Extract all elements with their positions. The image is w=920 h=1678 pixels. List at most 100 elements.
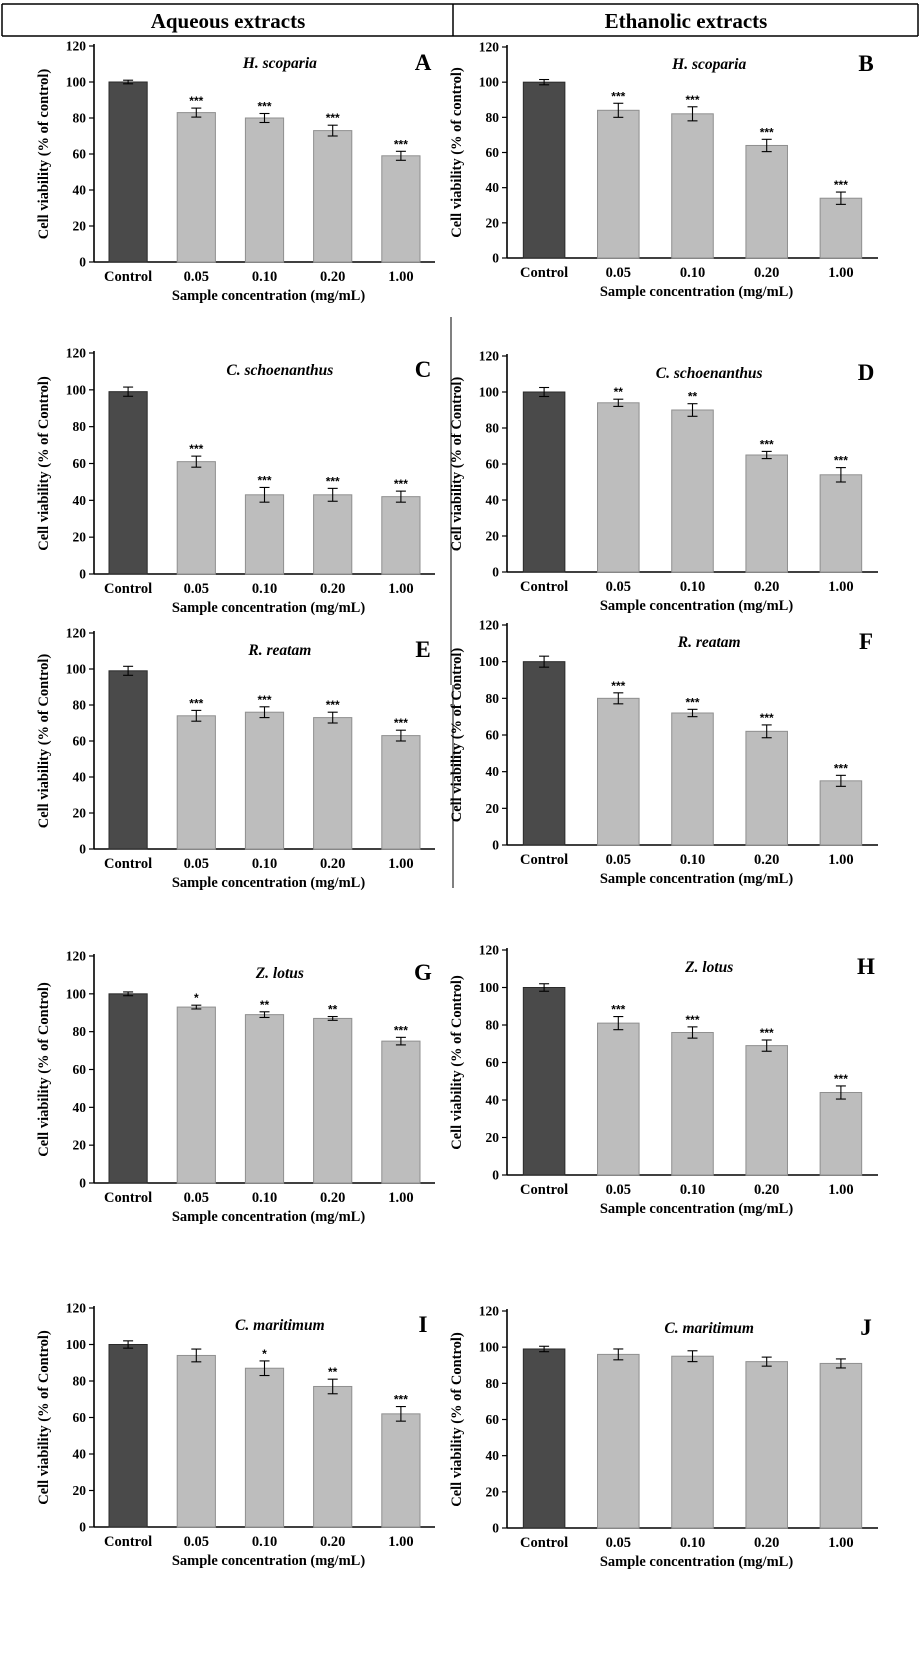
x-tick-label: 0.05: [184, 1534, 209, 1550]
x-axis-title: Sample concentration (mg/mL): [172, 1209, 365, 1225]
x-tick-label: 0.05: [606, 1535, 631, 1551]
y-axis-title: Cell viability (% of control): [449, 67, 465, 238]
panel-letter: D: [858, 360, 875, 385]
header-left-title: Aqueous extracts: [151, 9, 306, 33]
x-tick-label: 0.10: [252, 856, 277, 872]
y-axis-title: Cell viability (% of Control): [36, 654, 52, 829]
bar-control: [522, 81, 566, 259]
y-tick-label: 120: [66, 626, 87, 641]
y-tick-label: 100: [479, 654, 500, 669]
y-tick-label: 80: [73, 419, 87, 434]
bar-0-10: [671, 1355, 714, 1529]
bar-0-05: [176, 112, 216, 263]
y-tick-label: 100: [66, 986, 87, 1001]
y-tick-label: 100: [479, 980, 500, 995]
y-axis-title: Cell viability (% of Control): [36, 982, 52, 1157]
y-tick-label: 0: [492, 838, 499, 853]
significance-marker: ***: [257, 473, 271, 487]
x-axis-title: Sample concentration (mg/mL): [600, 1554, 793, 1570]
y-tick-label: 0: [79, 255, 86, 270]
x-tick-label: 1.00: [388, 269, 413, 285]
significance-marker: ***: [685, 1013, 699, 1027]
species-title: R. reatam: [247, 642, 311, 659]
y-tick-label: 120: [66, 1301, 87, 1316]
panel-b: 0 20 40 60 80 100 120 Control *** 0.05 *** 0.10 *** 0…: [449, 40, 878, 300]
x-tick-label: 1.00: [828, 1535, 853, 1551]
x-tick-label: 0.20: [754, 1535, 779, 1551]
bar-control: [108, 670, 148, 850]
x-tick-label: 1.00: [828, 265, 853, 281]
bar-0-20: [313, 494, 353, 575]
panel-i: 0 20 40 60 80 100 120 Control 0.05 * 0.10 ** 0.20 ***…: [36, 1301, 435, 1569]
bar-1-00: [381, 735, 421, 850]
x-tick-label: 1.00: [828, 1182, 853, 1198]
bar-0-05: [597, 1022, 640, 1176]
y-tick-label: 80: [73, 1374, 87, 1389]
significance-marker: ***: [189, 442, 203, 456]
species-title: R. reatam: [677, 634, 741, 651]
bar-1-00: [381, 155, 421, 263]
bar-0-20: [313, 1385, 353, 1528]
y-tick-label: 20: [73, 530, 87, 545]
x-axis-title: Sample concentration (mg/mL): [172, 600, 365, 616]
x-tick-label: 0.20: [754, 1182, 779, 1198]
y-tick-label: 60: [73, 147, 87, 162]
significance-marker: *: [262, 1347, 267, 1361]
bar-0-20: [745, 454, 788, 573]
x-axis-title: Sample concentration (mg/mL): [172, 288, 365, 304]
x-tick-label: Control: [520, 579, 568, 595]
x-tick-label: Control: [104, 269, 152, 285]
bar-control: [108, 1344, 148, 1528]
y-axis-title: Cell viability (% of Control): [449, 377, 465, 552]
bar-1-00: [381, 1040, 421, 1184]
significance-marker: ***: [326, 474, 340, 488]
y-tick-label: 100: [66, 382, 87, 397]
bar-control: [108, 81, 148, 263]
significance-marker: **: [688, 390, 698, 404]
panel-letter: E: [415, 637, 430, 662]
y-tick-label: 80: [486, 1018, 500, 1033]
bar-0-20: [313, 717, 353, 850]
y-tick-label: 40: [73, 183, 87, 198]
y-tick-label: 20: [486, 529, 500, 544]
y-tick-label: 40: [73, 1100, 87, 1115]
y-tick-label: 20: [486, 1130, 500, 1145]
bar-0-05: [597, 109, 640, 259]
bar-1-00: [819, 197, 863, 259]
significance-marker: ***: [394, 477, 408, 491]
bar-0-10: [244, 1367, 285, 1528]
y-tick-label: 20: [486, 215, 500, 230]
y-axis-title: Cell viability (% of Control): [36, 376, 52, 551]
bar-0-10: [671, 712, 714, 846]
x-tick-label: 0.20: [320, 1190, 345, 1206]
y-tick-label: 40: [486, 493, 500, 508]
y-tick-label: 120: [479, 618, 500, 633]
x-tick-label: 0.20: [320, 1534, 345, 1550]
panel-a: 0 20 40 60 80 100 120 Control *** 0.05 *** 0.10 *** 0…: [36, 39, 435, 304]
y-tick-label: 40: [486, 764, 500, 779]
y-tick-label: 60: [73, 456, 87, 471]
y-tick-label: 0: [79, 1520, 86, 1535]
species-title: H. scoparia: [242, 55, 317, 72]
y-tick-label: 60: [486, 1412, 500, 1427]
y-tick-label: 80: [486, 421, 500, 436]
header: Aqueous extracts Ethanolic extracts: [1, 3, 919, 37]
species-title: Z. lotus: [255, 965, 304, 982]
bar-0-05: [176, 1006, 216, 1184]
significance-marker: ***: [834, 761, 848, 775]
panel-letter: I: [419, 1312, 428, 1337]
y-tick-label: 40: [73, 770, 87, 785]
x-tick-label: 0.05: [184, 856, 209, 872]
bar-1-00: [819, 1092, 863, 1176]
y-tick-label: 80: [73, 111, 87, 126]
y-tick-label: 60: [486, 728, 500, 743]
bar-0-05: [176, 715, 216, 850]
species-title: C. schoenanthus: [226, 362, 333, 379]
y-tick-label: 0: [492, 1521, 499, 1536]
significance-marker: ***: [834, 178, 848, 192]
y-tick-label: 60: [486, 1055, 500, 1070]
y-tick-label: 40: [486, 1093, 500, 1108]
y-tick-label: 80: [73, 698, 87, 713]
x-axis-title: Sample concentration (mg/mL): [600, 598, 793, 614]
